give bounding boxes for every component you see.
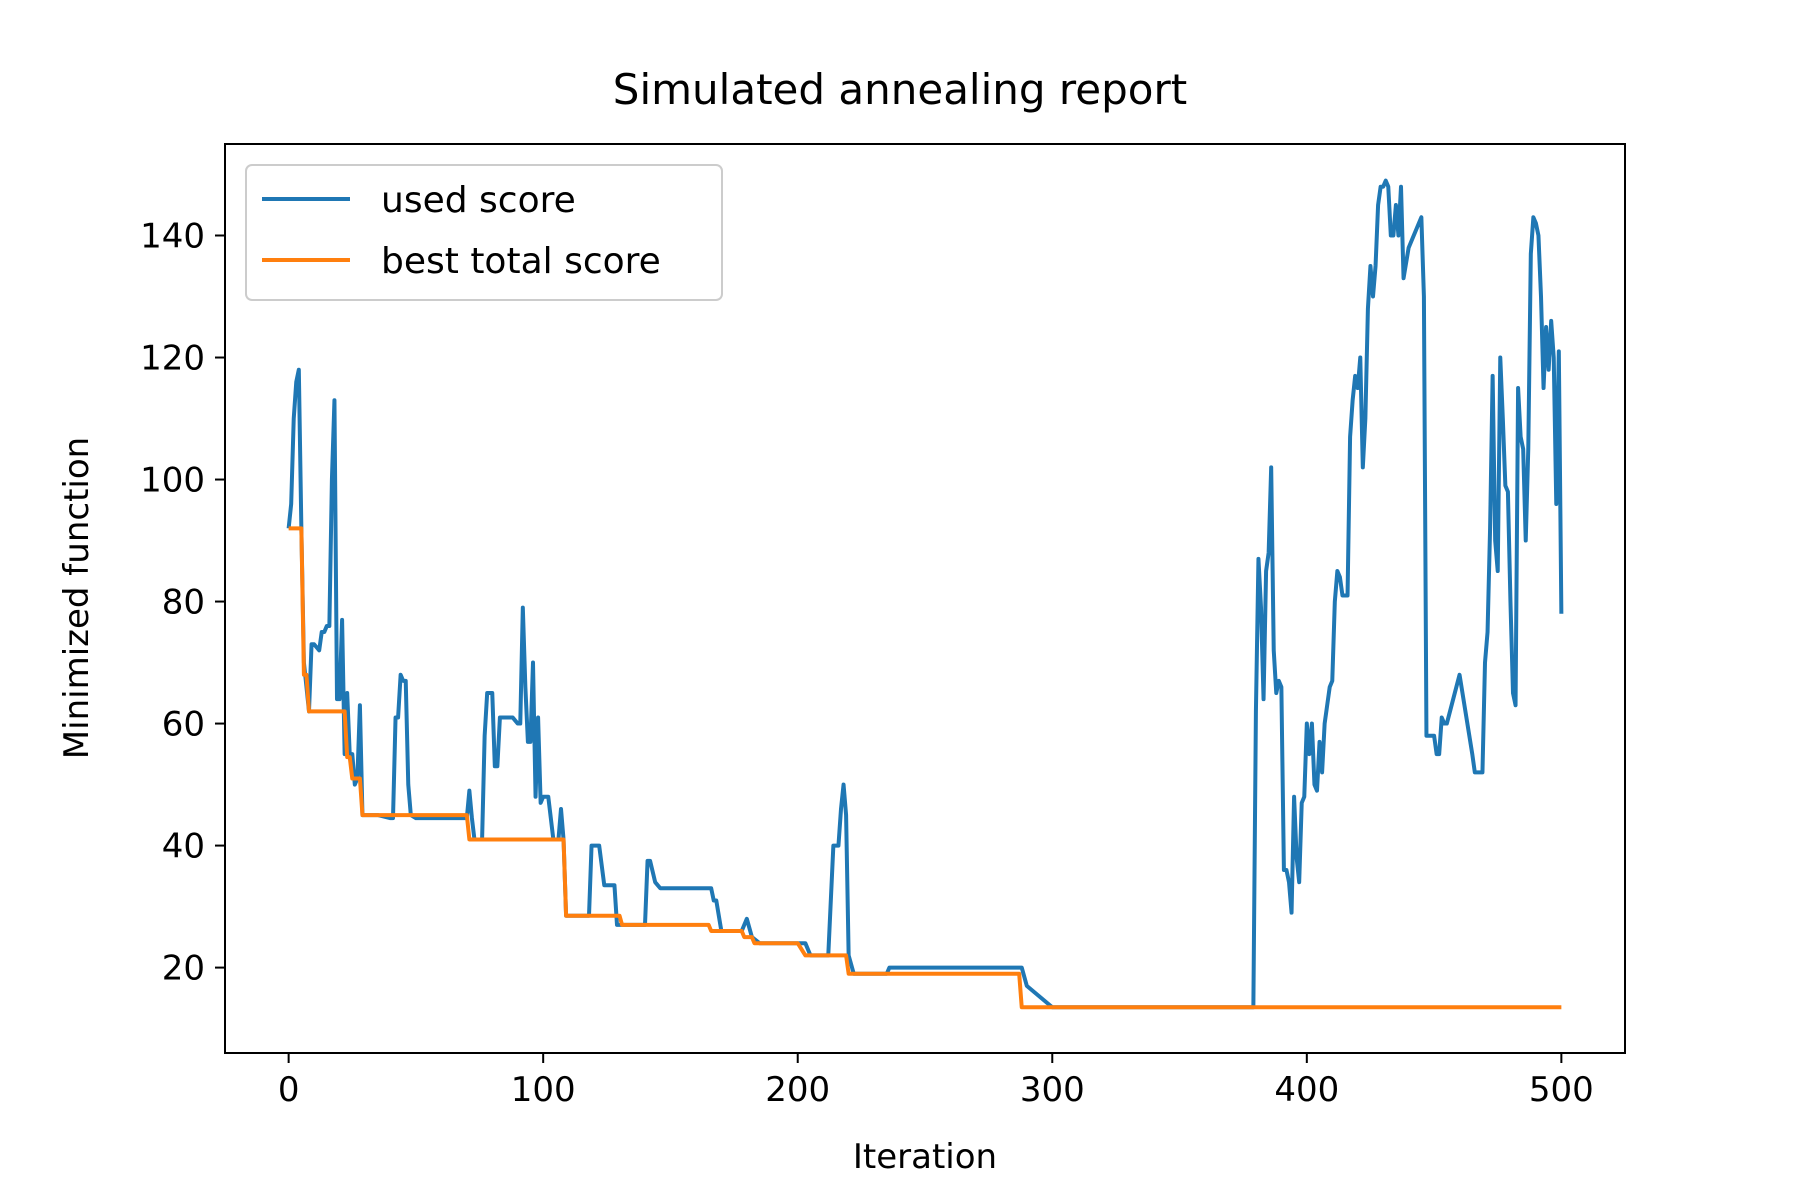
legend-label-best-total-score: best total score <box>381 241 661 282</box>
series-line-best-total-score <box>288 526 1562 1010</box>
y-tick-label: 60 <box>162 705 205 745</box>
y-tick-label: 120 <box>140 339 205 379</box>
x-tick-label: 100 <box>511 1070 576 1110</box>
x-tick-label: 200 <box>765 1070 830 1110</box>
y-tick-label: 20 <box>162 949 205 989</box>
y-axis: 20 40 60 80 100 120 140 <box>140 217 225 989</box>
series-layer <box>286 178 1564 1010</box>
plot-area <box>224 143 1626 1054</box>
x-axis: 0 100 200 300 400 500 <box>278 1053 1594 1110</box>
y-axis-label: Minimized function <box>57 437 97 759</box>
x-tick-label: 0 <box>278 1070 300 1110</box>
y-tick-label: 100 <box>140 461 205 501</box>
legend-label-used-score: used score <box>381 180 576 221</box>
y-tick-label: 80 <box>162 583 205 623</box>
y-tick-label: 140 <box>140 217 205 257</box>
legend: used score best total score <box>245 164 723 301</box>
y-tick-label: 40 <box>162 827 205 867</box>
series-line-used-score <box>286 178 1564 1010</box>
x-tick-label: 300 <box>1020 1070 1085 1110</box>
x-axis-label: Iteration <box>853 1137 997 1177</box>
axes-frame <box>224 143 1626 1054</box>
x-tick-label: 400 <box>1274 1070 1339 1110</box>
x-tick-label: 500 <box>1529 1070 1594 1110</box>
legend-box <box>245 164 723 301</box>
chart-title: Simulated annealing report <box>613 65 1187 114</box>
